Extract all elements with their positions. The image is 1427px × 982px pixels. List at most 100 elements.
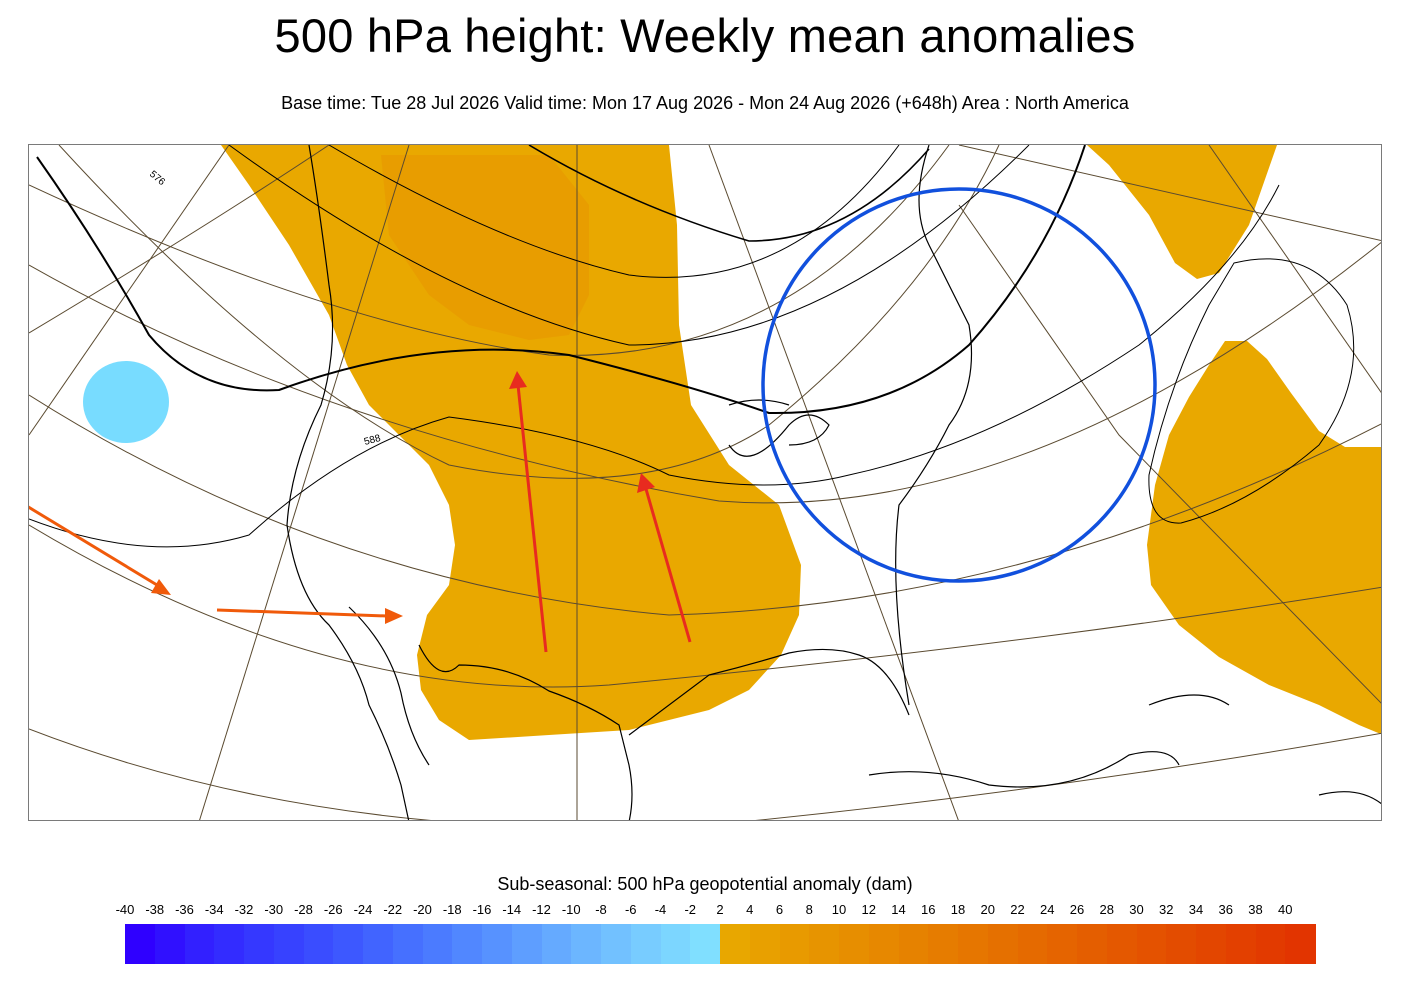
legend-tick-label: -40 (115, 902, 135, 917)
legend-swatch-negative (154, 924, 185, 964)
legend-swatch-positive (987, 924, 1018, 964)
legend-tick-label: -8 (595, 902, 607, 917)
legend-tick-label: 32 (1159, 902, 1174, 917)
legend-swatch-negative (303, 924, 334, 964)
legend-tick-label: -22 (383, 902, 403, 917)
legend-swatch-negative (214, 924, 245, 964)
legend-swatch-negative (333, 924, 364, 964)
page-subtitle: Base time: Tue 28 Jul 2026 Valid time: M… (281, 93, 1129, 113)
legend-tick-label: -14 (502, 902, 522, 917)
legend-swatch-negative (125, 924, 156, 964)
legend-tick-label: 18 (950, 902, 966, 917)
legend-tick-label: -4 (654, 902, 667, 917)
legend-tick-label: -6 (624, 902, 637, 917)
legend-swatch-positive (809, 924, 840, 964)
legend-tick-label: -32 (234, 902, 254, 917)
legend-swatch-positive (839, 924, 870, 964)
legend-swatch-positive (1166, 924, 1197, 964)
red-arrow-east (637, 473, 692, 643)
negative-anomaly-region-pacific (83, 361, 169, 443)
legend-swatch-positive (1225, 924, 1256, 964)
legend-swatch-positive (1047, 924, 1078, 964)
legend-tick-label: 6 (775, 902, 784, 917)
legend-swatch-positive (1106, 924, 1137, 964)
contour-label-576: 576 (147, 169, 167, 188)
legend-tick-label: -30 (264, 902, 284, 917)
map-canvas[interactable]: 576 588 (29, 145, 1382, 821)
legend-tick-label: 24 (1040, 902, 1055, 917)
legend-tick-label: -24 (353, 902, 373, 917)
legend-swatch-negative (630, 924, 661, 964)
legend-tick-label: -38 (145, 902, 165, 917)
legend-tick-label: 16 (921, 902, 936, 917)
legend-tick-label: -28 (294, 902, 313, 917)
legend-swatch-negative (690, 924, 721, 964)
legend-tick-label: 28 (1099, 902, 1114, 917)
legend-swatch-negative (571, 924, 602, 964)
legend-tick-label: 4 (746, 902, 754, 917)
legend-swatch-negative (660, 924, 691, 964)
legend-swatch-positive (1255, 924, 1286, 964)
positive-anomaly-region-atlantic-east (1147, 341, 1381, 735)
legend-swatch-positive (1196, 924, 1227, 964)
legend-tick-label: -34 (204, 902, 224, 917)
legend-swatch-negative (601, 924, 632, 964)
map-panel[interactable]: 576 588 (28, 144, 1382, 821)
legend-tick-label: -18 (442, 902, 462, 917)
legend-tick-label: 34 (1188, 902, 1204, 917)
legend-tick-label: -16 (472, 902, 492, 917)
legend-colorbar (0, 924, 1427, 964)
legend-swatch-negative (273, 924, 304, 964)
legend-swatch-negative (482, 924, 513, 964)
legend-swatch-positive (958, 924, 989, 964)
trough-highlight-circle (761, 187, 1157, 583)
legend-tick-label: -12 (532, 902, 551, 917)
coastlines (286, 145, 1381, 820)
legend-swatch-positive (749, 924, 780, 964)
legend-tick-label: 10 (831, 902, 847, 917)
legend-title: Sub-seasonal: 500 hPa geopotential anoma… (497, 874, 913, 894)
legend-swatch-positive (720, 924, 751, 964)
orange-arrow-lower (216, 608, 403, 624)
legend-tick-label: -2 (684, 902, 697, 917)
legend-tick-label: 22 (1010, 902, 1025, 917)
legend-tick-label: 12 (861, 902, 876, 917)
legend-tick-label: 40 (1278, 902, 1293, 917)
graticule (29, 145, 1381, 820)
orange-arrow-upper (29, 505, 171, 595)
legend-tick-label: -26 (323, 902, 343, 917)
legend-swatch-negative (422, 924, 453, 964)
legend-tick-label: 36 (1218, 902, 1233, 917)
legend-swatch-positive (898, 924, 929, 964)
legend-tick-label: 20 (980, 902, 995, 917)
legend-swatch-negative (541, 924, 572, 964)
legend-tick-label: 8 (805, 902, 813, 917)
legend-tick-label: -20 (413, 902, 432, 917)
legend-swatch-negative (184, 924, 215, 964)
legend-ticks: -40 -38 -36 -34 -32 -30 -28 -26 -24 -22 -20 -18 -16-… (0, 902, 1427, 920)
positive-anomaly-region-atlantic-north (1087, 145, 1277, 279)
legend-swatch-positive (928, 924, 959, 964)
legend-swatch-positive (1017, 924, 1048, 964)
legend-tick-label: 14 (891, 902, 906, 917)
positive-anomaly-region-central (221, 145, 801, 740)
legend-swatch-positive (1136, 924, 1167, 964)
legend-swatch-negative (244, 924, 275, 964)
page-title: 500 hPa height: Weekly mean anomalies (274, 9, 1136, 62)
legend-tick-label: -36 (175, 902, 194, 917)
legend-tick-label: -10 (561, 902, 581, 917)
legend-swatch-positive (868, 924, 899, 964)
legend-swatch-positive (1077, 924, 1108, 964)
legend-swatch-negative (452, 924, 483, 964)
legend-swatch-positive (779, 924, 810, 964)
legend-tick-label: 2 (716, 902, 724, 917)
legend-tick-label: 38 (1248, 902, 1263, 917)
red-arrow-west (509, 371, 548, 653)
legend-tick-label: 30 (1129, 902, 1144, 917)
legend-tick-label: 26 (1069, 902, 1085, 917)
contour-label-588: 588 (363, 433, 382, 448)
height-contours: 576 588 (29, 145, 1355, 548)
legend-swatch-positive (1285, 924, 1316, 964)
legend-swatch-negative (392, 924, 423, 964)
legend-swatch-negative (511, 924, 542, 964)
